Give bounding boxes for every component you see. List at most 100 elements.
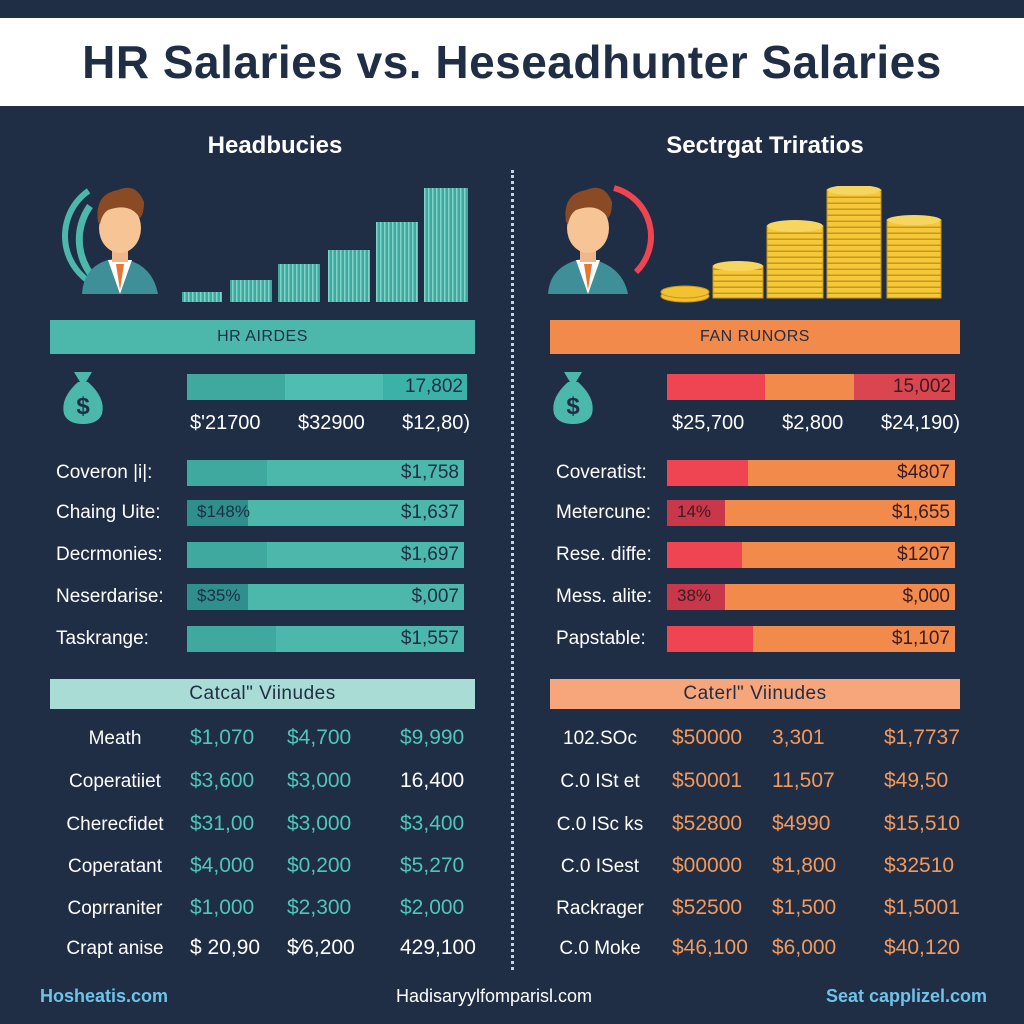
hr-bar-value: $1,758 <box>400 462 459 483</box>
headhunter-total-value-1: $25,700 <box>672 412 745 434</box>
hr-total-value-1: $'21700 <box>190 412 261 434</box>
headhunter-bar-value: $1,655 <box>891 502 950 523</box>
headhunter-person-icon <box>540 166 660 296</box>
headhunter-total-value: 15,002 <box>892 376 951 397</box>
headhunter-panel-heading: Sectrgat Triratios <box>666 132 864 159</box>
headhunter-table-label: C.0 ISest <box>560 856 640 877</box>
hr-bar-label: Decrmonies: <box>56 544 163 565</box>
hr-bar-label: Neserdarise: <box>56 586 164 607</box>
hr-table-cell: $3,600 <box>190 769 255 792</box>
hr-bar: $1,557 <box>187 626 464 652</box>
hr-bar-inner-value: $148% <box>197 502 250 521</box>
headhunter-table-row: 102.SOc $50000 3,301 $1,7737 <box>530 726 1000 754</box>
hr-table-cell: $⁄6,200 <box>287 936 355 959</box>
headhunter-bar-value: $,000 <box>902 586 950 607</box>
footer-left-link[interactable]: Hosheatis.com <box>40 986 169 1006</box>
headhunter-table-cell: 3,301 <box>772 726 825 749</box>
hr-table-cell: $3,000 <box>287 812 352 835</box>
hr-total-values: $'21700 $32900 $12,80) <box>190 412 470 435</box>
hr-bar-label: Chaing Uite: <box>56 502 161 523</box>
hr-table-label: Crapt anise <box>66 938 164 959</box>
headhunter-table-cell: $40,120 <box>884 936 960 959</box>
headhunter-table-cell: 11,507 <box>772 769 835 792</box>
hr-bar-row: Decrmonies: $1,697 <box>40 542 510 568</box>
headhunter-table-cell: $46,100 <box>672 936 748 959</box>
headhunter-table-row: Rackrager $52500 $1,500 $1,5001 <box>530 896 1000 924</box>
hr-table-label: Cherecfidet <box>66 814 164 835</box>
headhunter-table-row: C.0 ISc ks $52800 $4990 $15,510 <box>530 812 1000 840</box>
hr-band-mid: Catcal" Viinudes <box>50 679 475 709</box>
headhunter-bar-value: $1207 <box>897 544 950 565</box>
headhunter-table-cell: $52800 <box>672 812 743 835</box>
headhunter-bar: 14% $1,655 <box>667 500 955 526</box>
hr-table-row: Meath $1,070 $4,700 $9,990 <box>40 726 510 754</box>
headhunter-table-cell: $6,000 <box>772 936 837 959</box>
headhunter-panel: Sectrgat Triratios <box>530 106 1000 986</box>
hr-bar-row: Chaing Uite: $148% $1,637 <box>40 500 510 526</box>
hr-bar-value: $,007 <box>411 586 459 607</box>
hr-bar: $1,758 <box>187 460 464 486</box>
headhunter-bar: 38% $,000 <box>667 584 955 610</box>
headhunter-table-cell: $49,50 <box>884 769 949 792</box>
hr-total-bar: 17,802 <box>187 374 467 400</box>
hr-table-cell: 429,100 <box>400 936 476 959</box>
headhunter-band-mid: Caterl" Viinudes <box>550 679 960 709</box>
headhunter-bar-label: Mess. alite: <box>556 586 653 607</box>
rising-bars-graphic <box>180 184 480 302</box>
headhunter-table-cell: $15,510 <box>884 812 960 835</box>
headhunter-table-cell: $1,5001 <box>884 896 960 919</box>
headhunter-bar-row: Metercune: 14% $1,655 <box>530 500 1000 526</box>
title-bar: HR Salaries vs. Heseadhunter Salaries <box>0 18 1024 106</box>
headhunter-table-cell: $50000 <box>672 726 743 749</box>
hr-table-cell: $9,990 <box>400 726 465 749</box>
hr-bar: $148% $1,637 <box>187 500 464 526</box>
headhunter-bar-value: $1,107 <box>891 628 950 649</box>
hr-table-cell: $ 20,90 <box>190 936 261 959</box>
hr-total-value-2: $32900 <box>297 412 365 434</box>
headhunter-total-value-3: $24,190) <box>881 412 960 434</box>
hr-bar-row: Taskrange: $1,557 <box>40 626 510 652</box>
headhunter-table-cell: $00000 <box>672 854 743 877</box>
headhunter-table-cell: $1,800 <box>772 854 837 877</box>
headhunter-band-top: FAN RUNORS <box>550 320 960 354</box>
headhunter-bar-label: Metercune: <box>556 502 652 523</box>
svg-text:$: $ <box>566 393 580 420</box>
headhunter-table-cell: $1,500 <box>772 896 837 919</box>
svg-text:$: $ <box>76 393 90 420</box>
hr-table-cell: 16,400 <box>400 769 465 792</box>
headhunter-table-cell: $32510 <box>884 854 955 877</box>
hr-bar-inner-value: $35% <box>197 586 241 605</box>
hr-table-cell: $2,000 <box>400 896 465 919</box>
hr-table-row: Coperatiiet $3,600 $3,000 16,400 <box>40 769 510 797</box>
hr-bar: $35% $,007 <box>187 584 464 610</box>
headhunter-bar-row: Mess. alite: 38% $,000 <box>530 584 1000 610</box>
hr-bar-value: $1,637 <box>400 502 459 523</box>
footer-center-link[interactable]: Hadisaryylfomparisl.com <box>396 986 593 1006</box>
hr-table-label: Coperatiiet <box>69 771 161 792</box>
headhunter-table-row: C.0 ISt et $50001 11,507 $49,50 <box>530 769 1000 797</box>
headhunter-bar-value: $4807 <box>897 462 950 483</box>
hr-bar-row: Neserdarise: $35% $,007 <box>40 584 510 610</box>
hr-table-row: Crapt anise $ 20,90 $⁄6,200 429,100 <box>40 936 510 964</box>
headhunter-table-label: C.0 ISt et <box>560 771 640 792</box>
hr-panel: Headbucies <box>40 106 510 986</box>
footer-right-link[interactable]: Seat capplizel.com <box>826 986 988 1006</box>
hr-table-cell: $0,200 <box>287 854 352 877</box>
headhunter-bar-label: Papstable: <box>556 628 646 649</box>
hr-panel-heading: Headbucies <box>207 132 343 159</box>
headhunter-total-values: $25,700 $2,800 $24,190) <box>672 412 960 435</box>
hr-table-row: Coprraniter $1,000 $2,300 $2,000 <box>40 896 510 924</box>
headhunter-table-cell: $52500 <box>672 896 743 919</box>
hr-bar-label: Taskrange: <box>56 628 149 649</box>
headhunter-bar: $1,107 <box>667 626 955 652</box>
hr-table-label: Coprraniter <box>67 898 163 919</box>
headhunter-table-label: C.0 Moke <box>559 938 641 959</box>
headhunter-bar-inner-value: 14% <box>677 502 712 521</box>
hr-table-cell: $3,400 <box>400 812 465 835</box>
headhunter-table-row: C.0 Moke $46,100 $6,000 $40,120 <box>530 936 1000 964</box>
hr-bar-label: Coveron |i|: <box>56 462 153 483</box>
hr-total-value-3: $12,80) <box>402 412 470 434</box>
hr-bar: $1,697 <box>187 542 464 568</box>
headhunter-bar-row: Papstable: $1,107 <box>530 626 1000 652</box>
headhunter-table-cell: $1,7737 <box>884 726 960 749</box>
